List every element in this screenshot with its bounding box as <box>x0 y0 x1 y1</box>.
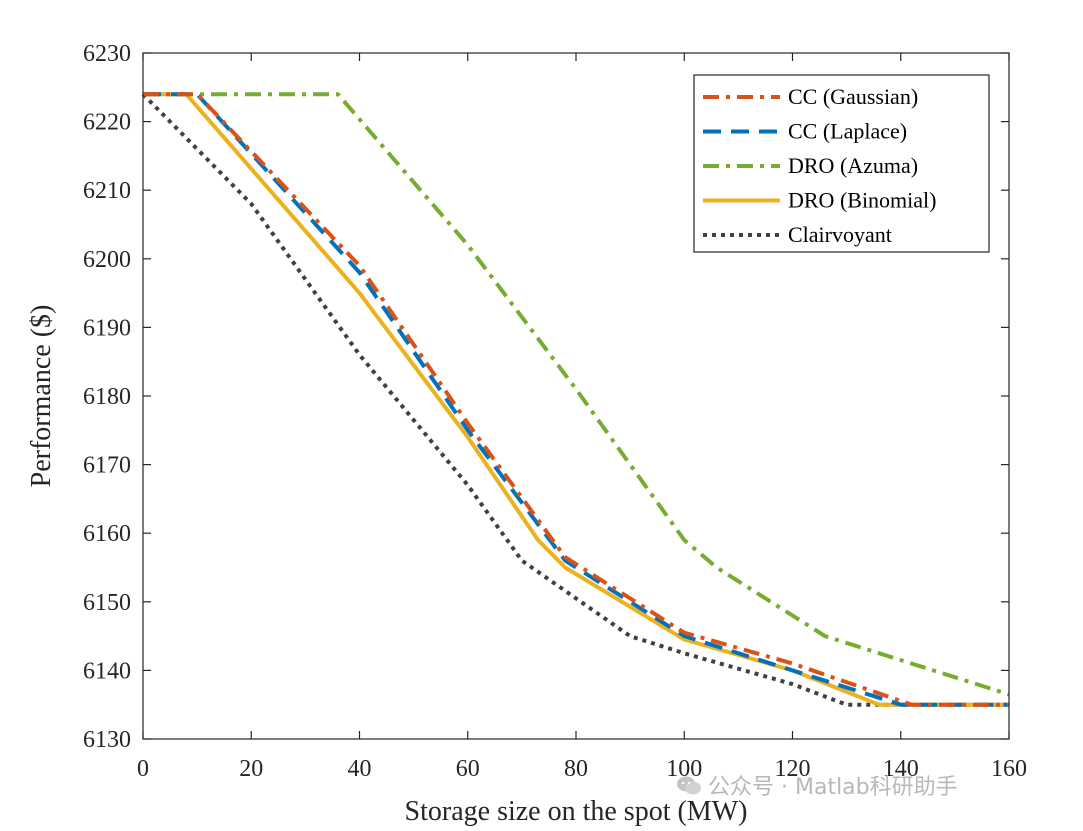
y-tick-label: 6150 <box>83 590 131 616</box>
tick-layer: 0 20 40 60 80 100 120 140 1606130614061506160617… <box>83 41 1027 782</box>
x-tick-label: 40 <box>348 756 372 782</box>
legend-box <box>693 74 990 253</box>
series-line-cc-laplace <box>143 92 1009 707</box>
watermark-text: 公众号 · Matlab科研助手 <box>708 775 958 800</box>
y-tick-label: 6180 <box>83 384 131 410</box>
series-line-dro-azuma <box>143 92 1010 697</box>
y-tick-label: 6210 <box>83 178 131 204</box>
series-line-clairvoyant <box>141 92 1009 707</box>
x-tick-label: 20 <box>239 756 263 782</box>
y-tick-label: 6130 <box>83 727 131 753</box>
y-tick-label: 6190 <box>83 315 131 341</box>
series-line-dro-binomial <box>143 92 1009 707</box>
x-axis-label: Storage size on the spot (MW) <box>405 796 748 827</box>
legend-entry-label: DRO (Binomial) <box>788 188 937 213</box>
y-tick-label: 6220 <box>83 110 131 136</box>
y-tick-label: 6200 <box>83 247 131 273</box>
y-tick-label: 6170 <box>83 453 131 479</box>
y-tick-label: 6160 <box>83 521 131 547</box>
watermark: 公众号 · Matlab科研助手 <box>676 769 958 801</box>
wechat-icon <box>677 776 701 795</box>
x-tick-label: 140 <box>883 756 919 782</box>
series-line-cc-gaussian <box>143 92 1009 707</box>
x-tick-label: 0 <box>137 756 149 782</box>
x-tick-label: 60 <box>456 756 480 782</box>
series-layer <box>141 92 1010 707</box>
legend-entry-label: Clairvoyant <box>788 222 892 247</box>
legend-entry-label: CC (Laplace) <box>788 119 907 144</box>
y-tick-label: 6140 <box>83 658 131 684</box>
legend-entry-label: DRO (Azuma) <box>788 153 918 178</box>
legend-entry-label: CC (Gaussian) <box>788 84 918 109</box>
y-axis-label: Performance ($) <box>26 305 57 488</box>
y-tick-label: 6230 <box>83 41 131 67</box>
x-tick-label: 80 <box>564 756 588 782</box>
x-tick-label: 120 <box>775 756 811 782</box>
legend: CC (Gaussian) CC (Laplace) DRO (Azuma) DRO … <box>693 74 990 253</box>
x-tick-label: 160 <box>991 756 1027 782</box>
